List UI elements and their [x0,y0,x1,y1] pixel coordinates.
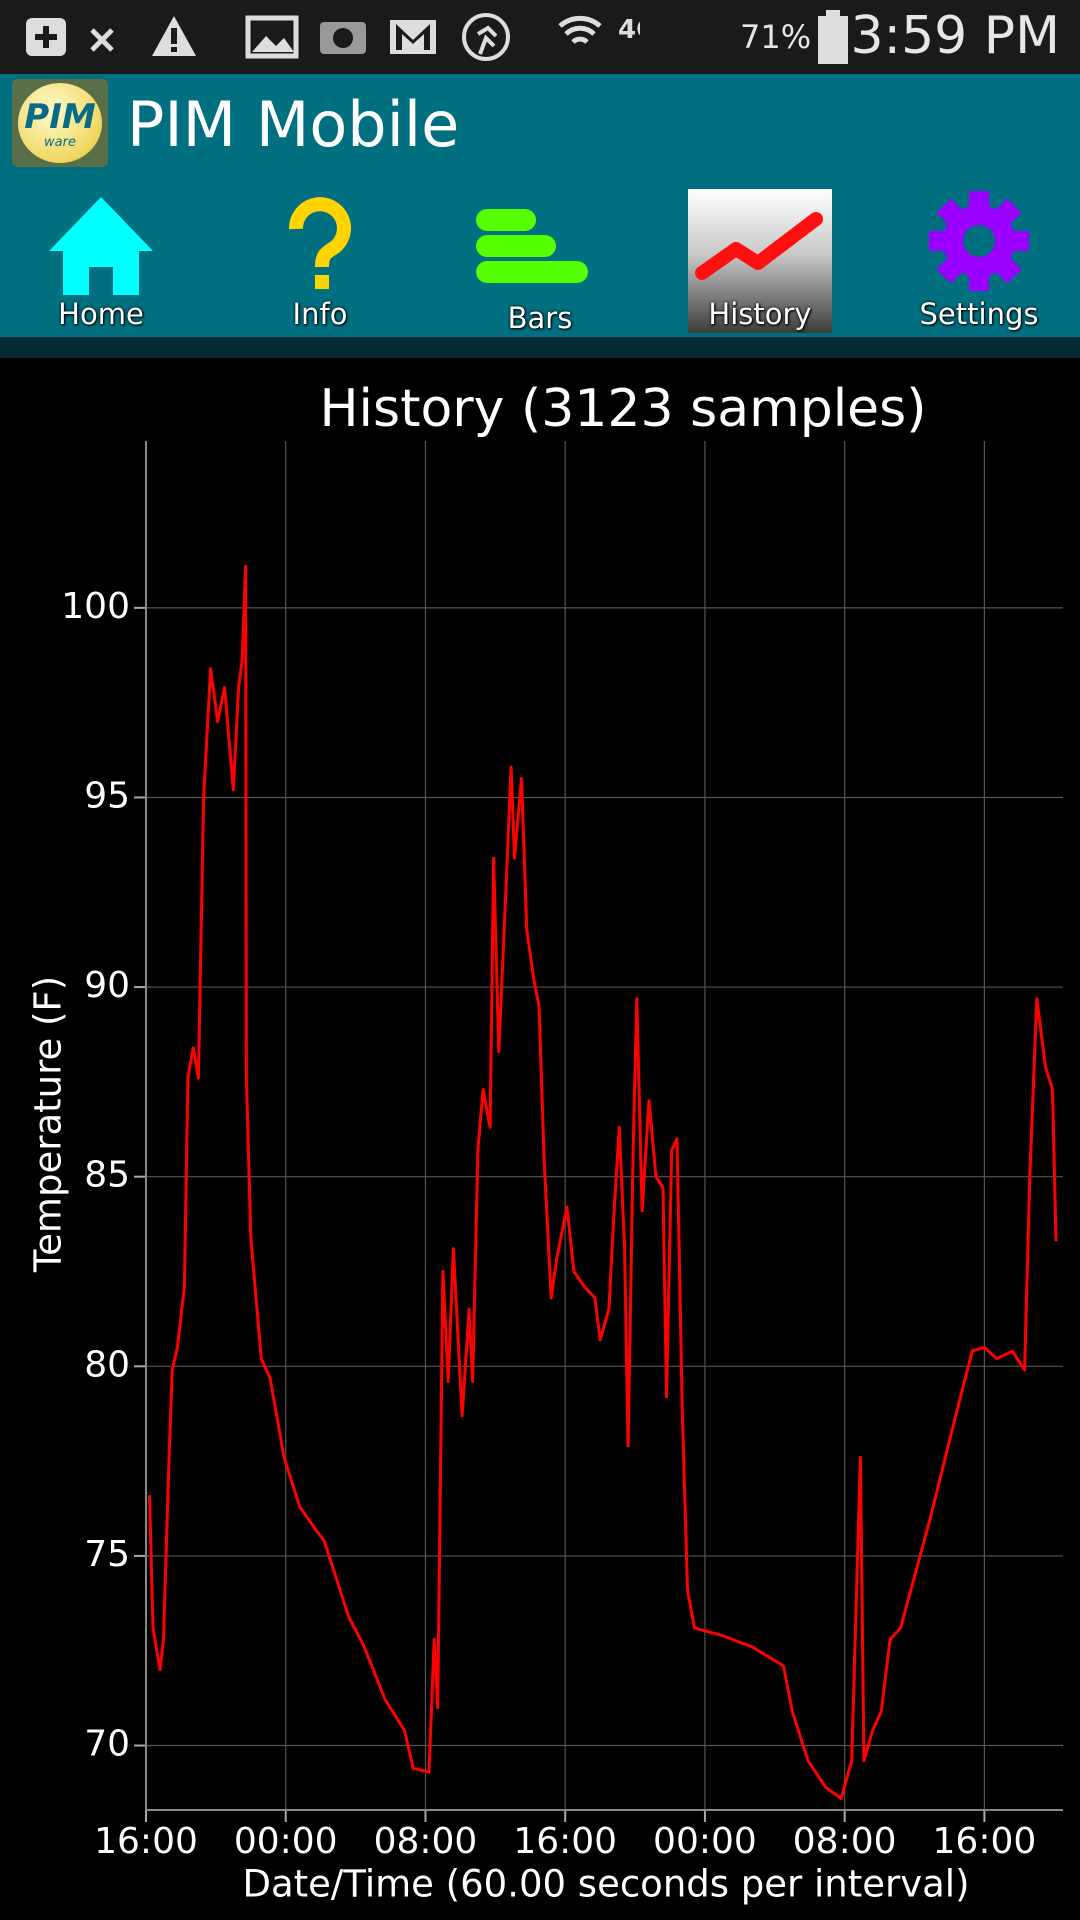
x-tick-label: 00:00 [234,1821,338,1862]
y-tick-label: 80 [84,1344,130,1385]
network-type: 4G [618,15,640,45]
history-icon [695,212,823,280]
home-icon [49,197,153,295]
chart-title: History (3123 samples) [319,379,926,439]
logo-subtext: ware [44,135,76,150]
tab-label: History [708,297,812,331]
tab-label: Home [58,297,144,331]
x-axis-label: Date/Time (60.00 seconds per interval) [242,1863,969,1906]
settings-icon [929,191,1029,291]
tab-bar: Home Info Bars History Settings [0,171,1080,337]
y-tick-label: 90 [84,965,130,1006]
tab-settings[interactable]: Settings [907,189,1051,333]
x-tick-label: 08:00 [374,1821,478,1862]
y-tick-label: 100 [61,586,130,627]
app-title: PIM Mobile [127,88,460,161]
x-tick-label: 16:00 [933,1821,1037,1862]
x-tick-label: 16:00 [94,1821,198,1862]
status-icons: 4G [26,13,710,61]
y-tick-label: 75 [84,1534,130,1575]
data-line [148,564,1058,1801]
divider-strip [0,337,1080,358]
info-icon [289,197,351,289]
x-tick-label: 16:00 [513,1821,617,1862]
x-tick-label: 00:00 [653,1821,757,1862]
logo-disc [18,83,102,163]
tab-bars[interactable]: Bars [468,189,612,335]
app-bar: PIM ware PIM Mobile [0,74,1080,171]
battery-percent: 71% [740,18,812,56]
clock: 3:59 PM [850,6,1060,66]
tab-home[interactable]: Home [29,189,173,333]
tab-history[interactable]: History [688,189,832,333]
battery-icon [818,10,848,64]
tab-info[interactable]: Info [248,189,392,333]
bars-icon [476,209,588,283]
logo-text: PIM [24,97,96,137]
status-bar: 4G 71% 3:59 PM [0,0,1080,74]
tab-label: Bars [507,301,573,335]
app-logo: PIM ware [12,79,108,167]
y-tick-label: 95 [84,775,130,816]
y-tick-label: 70 [84,1724,130,1765]
tab-label: Settings [919,297,1039,331]
tab-label: Info [292,297,348,331]
y-axis-label: Temperature (F) [27,976,70,1273]
y-tick-label: 85 [84,1155,130,1196]
x-tick-label: 08:00 [793,1821,897,1862]
